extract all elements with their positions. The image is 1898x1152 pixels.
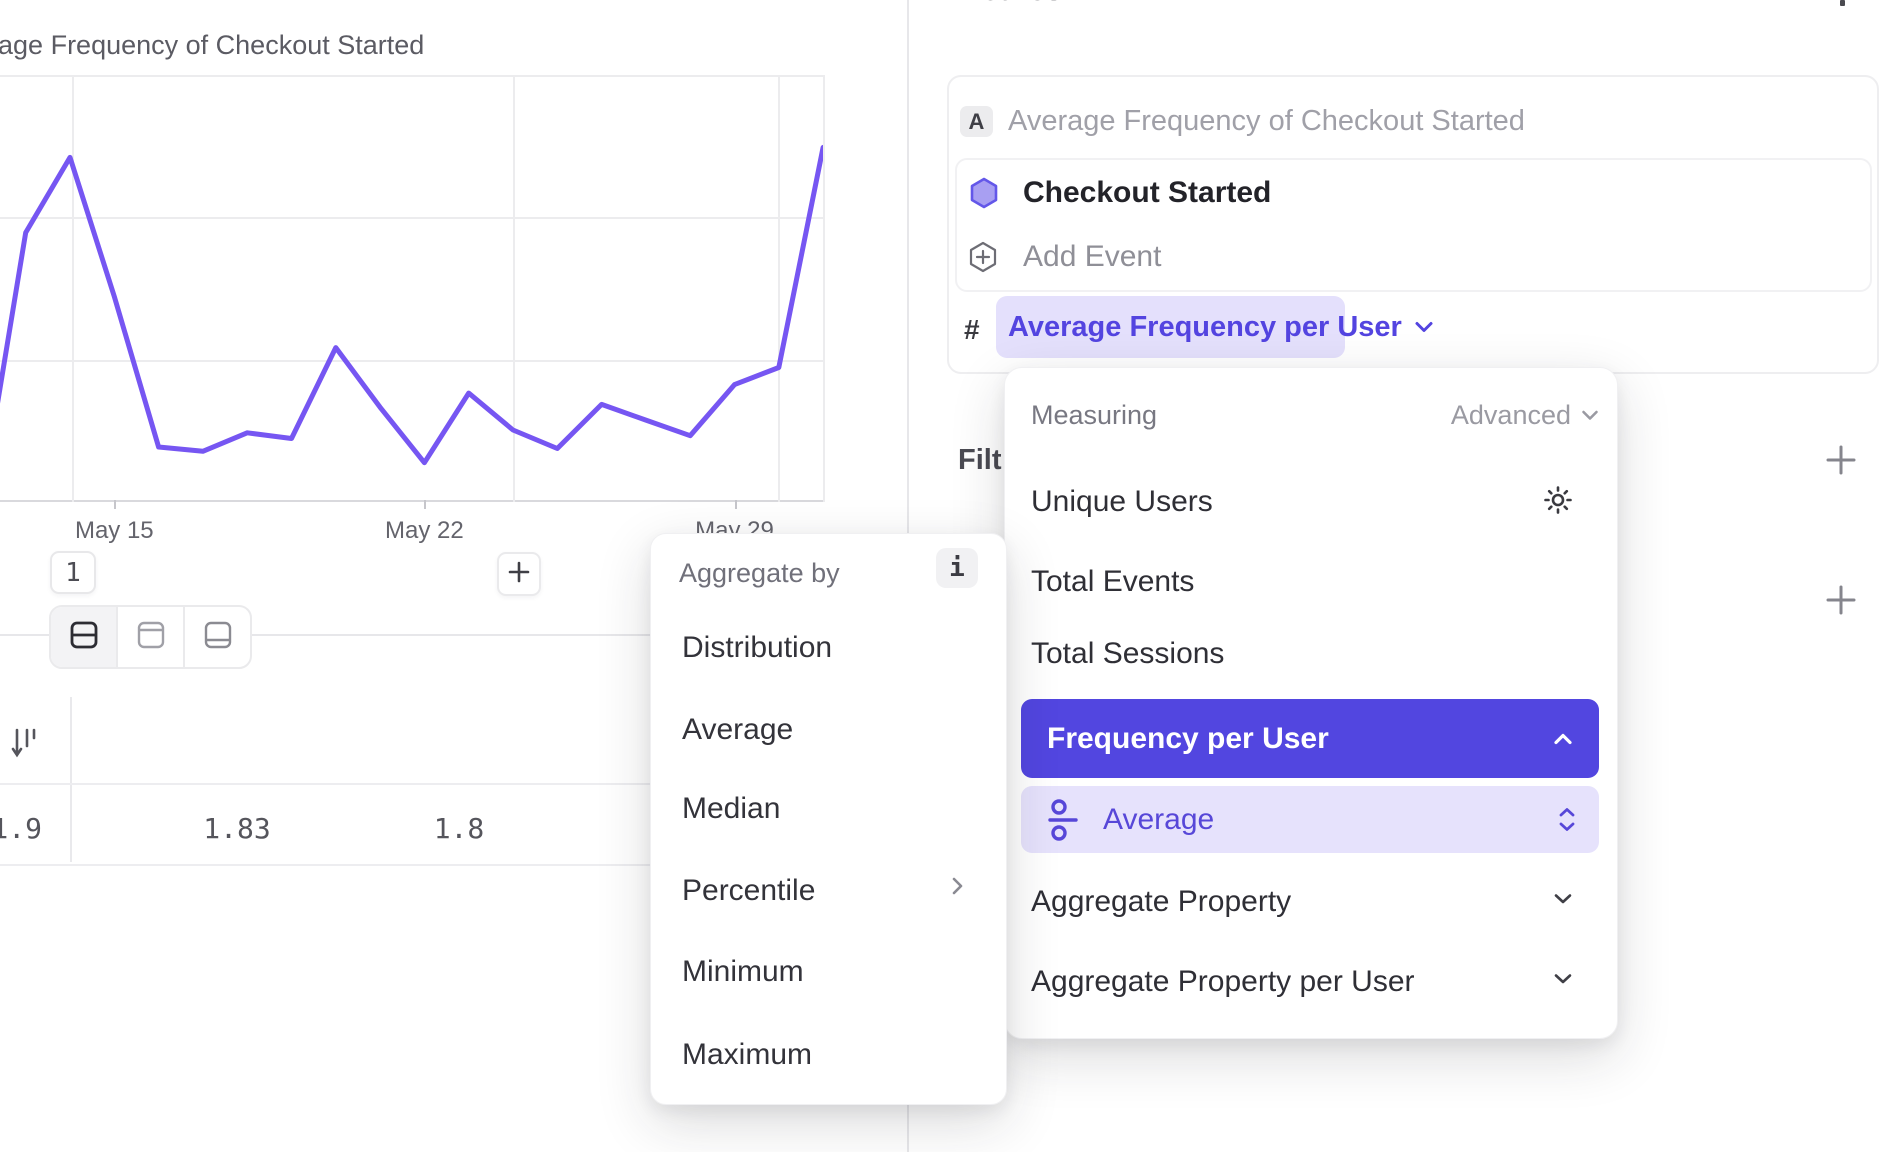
gear-icon[interactable] (1541, 483, 1575, 522)
aggregate-option-average[interactable]: Average (682, 713, 794, 746)
add-series-button[interactable] (497, 552, 541, 596)
frequency-per-user-label: Frequency per User (1047, 721, 1329, 755)
x-axis-tick-label: May 15 (74, 517, 154, 544)
add-event-hexagon-icon (968, 241, 998, 278)
table-row-divider (0, 864, 908, 866)
view-mode-split-rows[interactable] (51, 607, 118, 667)
chevron-up-icon (1553, 733, 1573, 745)
event-hexagon-icon (969, 177, 999, 214)
x-axis-tick (424, 500, 427, 509)
split-rows-icon (68, 619, 100, 656)
aggregate-option-maximum[interactable]: Maximum (682, 1038, 813, 1071)
option-total-events[interactable]: Total Events (1031, 565, 1195, 598)
v-gridline (778, 75, 780, 502)
metrics-section-header: Metrics (957, 0, 1062, 8)
aggregate-by-popover: Aggregate by i Distribution Average Medi… (650, 533, 1007, 1105)
aggregate-by-label: Aggregate by (679, 558, 840, 588)
truncated-plus-icon[interactable] (1840, 0, 1845, 6)
view-mode-panel-bottom[interactable] (185, 607, 250, 667)
metric-name-input[interactable]: Average Frequency of Checkout Started (1008, 105, 1525, 137)
view-mode-toggle (49, 605, 252, 669)
x-axis-line (0, 500, 823, 502)
aggregate-option-percentile[interactable]: Percentile (682, 874, 816, 907)
info-icon[interactable]: i (936, 548, 978, 588)
measuring-label: Measuring (1031, 400, 1158, 430)
option-frequency-per-user-selected[interactable]: Frequency per User (1021, 699, 1599, 778)
sort-button[interactable] (10, 724, 38, 767)
option-total-sessions[interactable]: Total Sessions (1031, 637, 1225, 670)
v-gridline (513, 75, 515, 502)
chevron-right-icon (951, 876, 964, 901)
chart-top-border (0, 75, 823, 77)
cell-may-2: 1.83 (203, 812, 271, 845)
sort-desc-icon (10, 728, 38, 766)
chevron-down-icon (1553, 892, 1573, 910)
aggregate-option-median[interactable]: Median (682, 792, 781, 825)
sub-option-average[interactable]: Average (1021, 786, 1599, 853)
chevron-down-icon (1581, 410, 1599, 421)
line-series-checkout-started (0, 144, 823, 466)
plus-icon (507, 560, 531, 589)
average-label: Average (1103, 802, 1215, 836)
event-card (955, 158, 1872, 292)
option-unique-users[interactable]: Unique Users (1031, 485, 1213, 518)
chevron-down-icon (1414, 321, 1434, 333)
v-gridline (72, 75, 74, 502)
measurement-hash-label: # (964, 314, 980, 345)
metric-letter-badge: A (960, 106, 993, 137)
average-divide-icon (1045, 797, 1081, 843)
chevron-down-icon (1553, 972, 1573, 990)
panel-top-icon (135, 619, 167, 656)
cell-may-3: 1.8 (433, 812, 485, 845)
x-axis-tick (734, 500, 737, 509)
h-gridline (0, 360, 823, 362)
frozen-column-border (70, 697, 72, 862)
advanced-label: Advanced (1450, 400, 1571, 430)
measurement-dropdown[interactable]: Average Frequency per User (996, 296, 1433, 358)
add-filter-button[interactable] (1824, 443, 1858, 477)
table-header-underline (0, 783, 908, 785)
aggregate-option-minimum[interactable]: Minimum (682, 955, 804, 988)
view-mode-panel-top[interactable] (118, 607, 185, 667)
chart-title: Average Frequency of Checkout Started (0, 30, 425, 60)
panel-bottom-icon (202, 619, 234, 656)
advanced-dropdown[interactable]: Advanced (1451, 400, 1599, 431)
x-axis-tick (114, 500, 117, 509)
h-gridline (0, 217, 823, 219)
results-table: May 2 May 3 May 4 1.9 1.83 1.8 (0, 690, 908, 870)
chart-plot-area: May 15 May 22 May 29 (0, 0, 908, 560)
measurement-dropdown-label: Average Frequency per User (1008, 310, 1402, 343)
sort-toggle-icon[interactable] (1559, 808, 1575, 831)
series-count-badge[interactable]: 1 (50, 551, 96, 594)
filters-section-header: Filt (958, 444, 1002, 476)
measuring-popover: Measuring Advanced Unique Users Total Ev… (1004, 367, 1618, 1039)
x-axis-tick-label: May 22 (385, 517, 464, 544)
section-divider (0, 634, 908, 636)
aggregate-option-distribution[interactable]: Distribution (682, 631, 833, 664)
add-breakdown-button[interactable] (1824, 583, 1858, 617)
event-row-checkout-started[interactable]: Checkout Started (1023, 176, 1272, 209)
row-overall-value: 1.9 (0, 812, 42, 845)
option-aggregate-property-per-user[interactable]: Aggregate Property per User (1031, 965, 1415, 998)
add-event-button[interactable]: Add Event (1023, 240, 1162, 273)
chart-right-border (823, 75, 825, 502)
option-aggregate-property[interactable]: Aggregate Property (1031, 885, 1292, 918)
